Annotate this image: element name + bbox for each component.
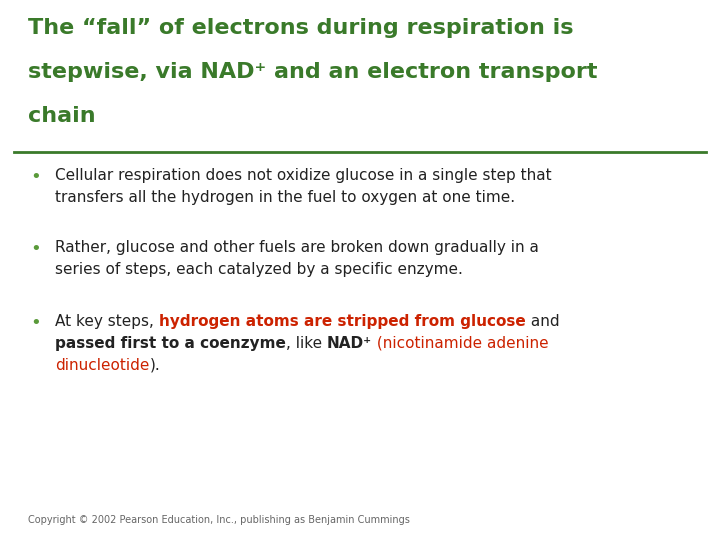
Text: (nicotinamide adenine: (nicotinamide adenine: [372, 336, 549, 351]
Text: series of steps, each catalyzed by a specific enzyme.: series of steps, each catalyzed by a spe…: [55, 262, 463, 277]
Text: Cellular respiration does not oxidize glucose in a single step that: Cellular respiration does not oxidize gl…: [55, 168, 552, 183]
Text: Rather, glucose and other fuels are broken down gradually in a: Rather, glucose and other fuels are brok…: [55, 240, 539, 255]
Text: , like: , like: [286, 336, 327, 351]
Text: NAD⁺: NAD⁺: [327, 336, 372, 351]
Text: •: •: [30, 240, 41, 258]
Text: dinucleotide: dinucleotide: [55, 358, 149, 373]
Text: stepwise, via NAD⁺ and an electron transport: stepwise, via NAD⁺ and an electron trans…: [28, 62, 598, 82]
Text: and: and: [526, 314, 559, 329]
Text: passed first to a coenzyme: passed first to a coenzyme: [55, 336, 286, 351]
Text: •: •: [30, 168, 41, 186]
Text: Copyright © 2002 Pearson Education, Inc., publishing as Benjamin Cummings: Copyright © 2002 Pearson Education, Inc.…: [28, 515, 410, 525]
Text: At key steps,: At key steps,: [55, 314, 158, 329]
Text: transfers all the hydrogen in the fuel to oxygen at one time.: transfers all the hydrogen in the fuel t…: [55, 190, 515, 205]
Text: The “fall” of electrons during respiration is: The “fall” of electrons during respirati…: [28, 18, 574, 38]
Text: chain: chain: [28, 106, 96, 126]
Text: ).: ).: [149, 358, 160, 373]
Text: •: •: [30, 314, 41, 332]
Text: hydrogen atoms are stripped from glucose: hydrogen atoms are stripped from glucose: [158, 314, 526, 329]
